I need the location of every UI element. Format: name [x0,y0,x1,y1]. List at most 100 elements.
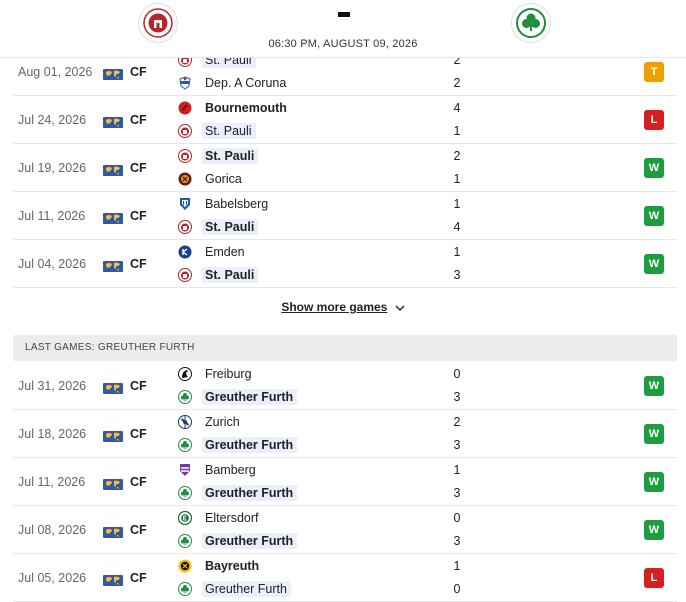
team1-name: Bamberg [205,463,256,477]
world-globe-icon [103,575,123,586]
stpauli-logo-icon [178,124,192,138]
team-line-1: Bayreuth [178,556,263,576]
home-team-logo[interactable] [138,3,178,43]
away-game-row[interactable]: Jul 05, 2026 CF Bayreuth Greuther Furth 1 0 L [13,554,677,602]
team1-name: Eltersdorf [205,511,259,525]
furth-logo-icon [178,582,192,596]
eltersdorf-logo-icon [178,511,192,525]
team2-score: 0 [453,582,461,596]
competition-label: CF [130,571,147,585]
competition-flag-icon [103,115,123,133]
competition-label: CF [130,65,147,79]
greuther-furth-cloverleaf-icon [516,8,546,38]
furth-logo-icon [178,534,192,548]
babelsberg-logo-icon [178,197,192,211]
game-date: Jul 18, 2026 [18,427,87,441]
team2-score: 1 [453,124,461,138]
competition-label: CF [130,427,147,441]
team2-score: 3 [453,390,461,404]
away-team-logo[interactable] [511,3,551,43]
team2-name: Gorica [205,172,242,186]
team-line-2: Greuther Furth [178,531,298,551]
team2-name: Greuther Furth [202,437,298,453]
freiburg-logo-icon [178,367,192,381]
team-line-1: Bamberg [178,460,260,480]
team1-score: 4 [453,101,461,115]
match-datetime: 06:30 PM, AUGUST 09, 2026 [268,38,418,50]
furth-logo-icon [178,438,192,452]
team2-name: St. Pauli [202,123,256,139]
competition-label: CF [130,475,147,489]
bamberg-logo-icon [178,463,192,477]
result-badge: W [644,254,664,274]
match-header: 06:30 PM, AUGUST 09, 2026 [0,0,686,58]
st-pauli-crest-icon [143,8,173,38]
game-date: Jul 11, 2026 [18,475,86,489]
team-line-1: Zurich [178,412,244,432]
zurich-logo-icon [178,415,192,429]
world-globe-icon [103,117,123,128]
away-game-row[interactable]: Jul 18, 2026 CF Zurich Greuther Furth 2 3 W [13,410,677,458]
home-game-row[interactable]: Jul 19, 2026 CF St. Pauli Gorica 2 1 W [13,144,677,192]
furth-logo-icon [178,486,192,500]
home-game-row[interactable]: Jul 04, 2026 CF Emden St. Pauli 1 3 W [13,240,677,288]
home-game-row[interactable]: Jul 24, 2026 CF Bournemouth St. Pauli 4 1 L [13,96,677,144]
home-game-row[interactable]: Jul 11, 2026 CF Babelsberg St. Pauli 1 4 W [13,192,677,240]
team-line-1: Eltersdorf [178,508,263,528]
team-line-2: St. Pauli [178,121,256,141]
away-game-row[interactable]: Jul 08, 2026 CF Eltersdorf Greuther Furth 0 3… [13,506,677,554]
game-date: Jul 08, 2026 [18,523,87,537]
team1-name: Bayreuth [205,559,260,573]
team2-score: 3 [453,438,461,452]
game-date: Jul 04, 2026 [18,257,87,271]
result-badge: W [644,206,664,226]
competition-label: CF [130,113,147,127]
team-line-2: Greuther Furth [178,483,298,503]
team2-name: St. Pauli [202,267,259,283]
world-globe-icon [103,479,123,490]
game-date: Jul 11, 2026 [18,209,86,223]
away-game-row[interactable]: Jul 11, 2026 CF Bamberg Greuther Furth 1 3 W [13,458,677,506]
stpauli-logo-icon [178,149,192,163]
team2-score: 1 [453,172,461,186]
competition-flag-icon [103,429,123,447]
competition-label: CF [130,257,147,271]
team1-name: Freiburg [205,367,252,381]
competition-flag-icon [103,67,123,85]
team2-name: Greuther Furth [202,533,298,549]
team2-score: 3 [453,268,461,282]
result-badge: T [644,62,664,82]
team-line-2: St. Pauli [178,217,259,237]
team1-score: 2 [453,53,461,67]
bayreuth-logo-icon [178,559,192,573]
team1-name: Bournemouth [205,101,287,115]
team2-name: Greuther Furth [202,389,298,405]
team2-name: Greuther Furth [202,485,298,501]
stpauli-logo-icon [178,220,192,234]
away-game-row[interactable]: Jul 31, 2026 CF Freiburg Greuther Furth 0 3 W [13,362,677,410]
world-globe-icon [103,165,123,176]
result-badge: W [644,472,664,492]
competition-flag-icon [103,525,123,543]
world-globe-icon [103,527,123,538]
home-game-row[interactable]: Aug 01, 2026 CF St. Pauli Dep. A Coruna 2 2 T [13,48,677,96]
competition-flag-icon [103,211,123,229]
team1-name: St. Pauli [202,148,259,164]
show-more-games-link[interactable]: Show more games [0,300,686,314]
competition-flag-icon [103,259,123,277]
team-line-2: Gorica [178,169,246,189]
game-date: Jul 24, 2026 [18,113,87,127]
team1-name: Babelsberg [205,197,269,211]
gorica-logo-icon [178,172,192,186]
chevron-down-icon [395,305,405,311]
world-globe-icon [103,213,123,224]
score-placeholder [338,12,350,17]
competition-flag-icon [103,477,123,495]
team1-score: 0 [453,511,461,525]
world-globe-icon [103,431,123,442]
emden-logo-icon [178,245,192,259]
team-line-2: Greuther Furth [178,387,298,407]
team2-name: St. Pauli [202,219,259,235]
game-date: Jul 19, 2026 [18,161,87,175]
team-line-1: Bournemouth [178,98,291,118]
